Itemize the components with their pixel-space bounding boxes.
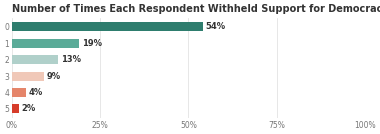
Bar: [12, 22, 203, 31]
Text: Number of Times Each Respondent Withheld Support for Democracy: Number of Times Each Respondent Withheld…: [12, 4, 380, 14]
Bar: [12, 88, 26, 97]
Text: 13%: 13%: [60, 55, 81, 64]
Text: 9%: 9%: [46, 72, 60, 81]
Text: 19%: 19%: [82, 39, 102, 48]
Text: 2%: 2%: [22, 105, 36, 113]
Bar: [12, 55, 58, 64]
Bar: [12, 39, 79, 48]
Text: 54%: 54%: [205, 22, 225, 31]
Bar: [12, 72, 44, 81]
Bar: [12, 105, 19, 113]
Text: 4%: 4%: [29, 88, 43, 97]
